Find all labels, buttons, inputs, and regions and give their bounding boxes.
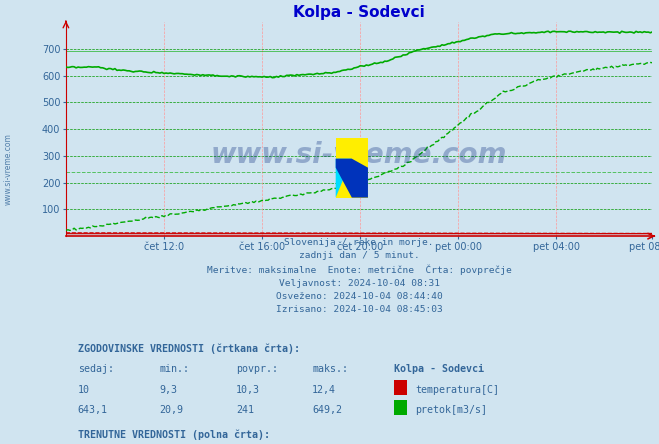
Text: 643,1: 643,1 [78, 405, 107, 415]
Text: temperatura[C]: temperatura[C] [415, 385, 499, 395]
Text: maks.:: maks.: [312, 365, 348, 374]
Text: povpr.:: povpr.: [236, 365, 278, 374]
Polygon shape [335, 159, 352, 198]
Text: www.si-vreme.com: www.si-vreme.com [3, 133, 13, 205]
Bar [394, 400, 407, 415]
Title: Kolpa - Sodevci: Kolpa - Sodevci [293, 4, 425, 20]
Bar [335, 138, 368, 198]
Bar [394, 380, 407, 395]
Text: 649,2: 649,2 [312, 405, 342, 415]
Text: sedaj:: sedaj: [78, 365, 113, 374]
Text: ZGODOVINSKE VREDNOSTI (črtkana črta):: ZGODOVINSKE VREDNOSTI (črtkana črta): [78, 344, 300, 354]
Polygon shape [335, 159, 368, 198]
Text: Kolpa - Sodevci: Kolpa - Sodevci [394, 365, 484, 374]
Text: 10,3: 10,3 [236, 385, 260, 395]
Text: 12,4: 12,4 [312, 385, 336, 395]
Text: 20,9: 20,9 [159, 405, 184, 415]
Text: 9,3: 9,3 [159, 385, 178, 395]
Text: TRENUTNE VREDNOSTI (polna črta):: TRENUTNE VREDNOSTI (polna črta): [78, 429, 270, 440]
Text: min.:: min.: [159, 365, 190, 374]
Text: 10: 10 [78, 385, 90, 395]
Text: Slovenija / reke in morje.
zadnji dan / 5 minut.
Meritve: maksimalne  Enote: met: Slovenija / reke in morje. zadnji dan / … [207, 238, 511, 314]
Text: www.si-vreme.com: www.si-vreme.com [211, 141, 507, 169]
Text: pretok[m3/s]: pretok[m3/s] [415, 405, 487, 415]
Text: 241: 241 [236, 405, 254, 415]
